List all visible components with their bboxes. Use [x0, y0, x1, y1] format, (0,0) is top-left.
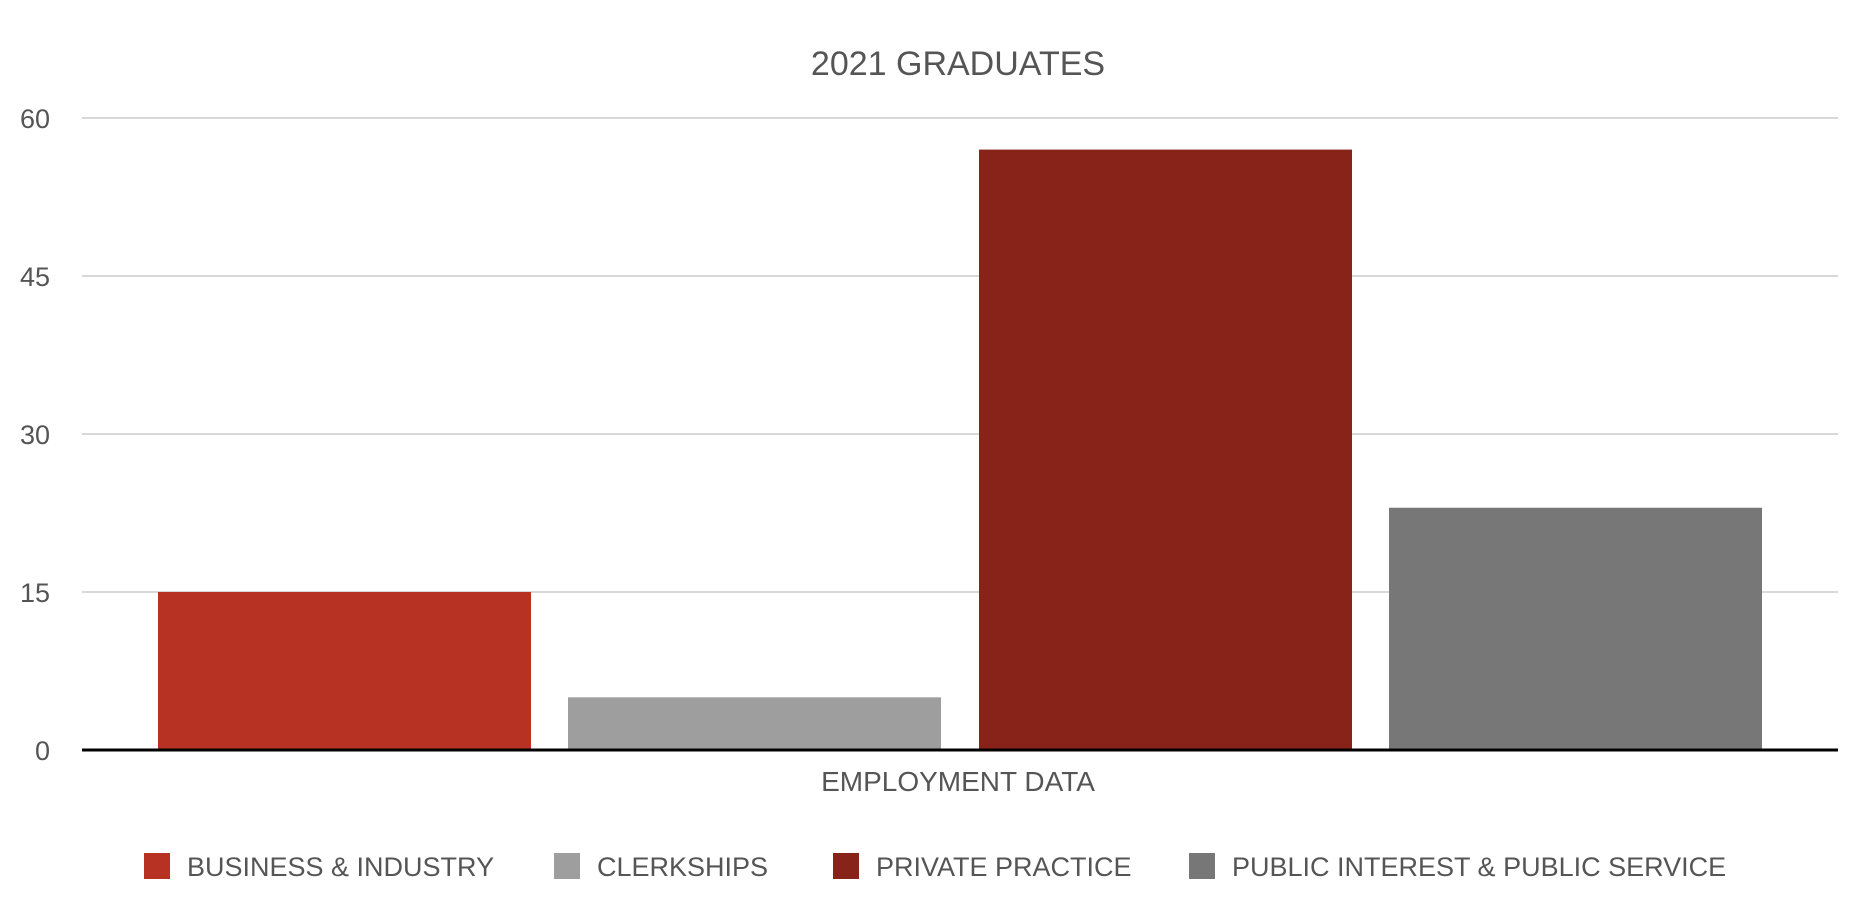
y-tick-label: 30: [20, 420, 50, 450]
legend: BUSINESS & INDUSTRY CLERKSHIPS PRIVATE PRA…: [144, 852, 1726, 882]
bar-clerkships: [568, 697, 941, 750]
y-tick-label: 15: [20, 578, 50, 608]
bars: [158, 149, 1762, 751]
bar-business-industry: [158, 592, 531, 750]
y-tick-label: 45: [20, 262, 50, 292]
legend-item: PRIVATE PRACTICE: [833, 852, 1132, 882]
y-axis-ticks: 0 15 30 45 60: [20, 104, 50, 766]
legend-item: CLERKSHIPS: [554, 852, 768, 882]
legend-item: PUBLIC INTEREST & PUBLIC SERVICE: [1189, 852, 1726, 882]
legend-swatch: [554, 853, 580, 879]
legend-swatch: [144, 853, 170, 879]
y-tick-label: 0: [35, 736, 50, 766]
bar-private-practice: [979, 149, 1352, 751]
x-axis-title: EMPLOYMENT DATA: [821, 766, 1095, 797]
legend-label: PUBLIC INTEREST & PUBLIC SERVICE: [1232, 852, 1726, 882]
chart-title: 2021 GRADUATES: [811, 45, 1105, 83]
legend-label: CLERKSHIPS: [597, 852, 768, 882]
legend-label: PRIVATE PRACTICE: [876, 852, 1132, 882]
legend-swatch: [833, 853, 859, 879]
legend-label: BUSINESS & INDUSTRY: [187, 852, 494, 882]
y-tick-label: 60: [20, 104, 50, 134]
legend-item: BUSINESS & INDUSTRY: [144, 852, 494, 882]
legend-swatch: [1189, 853, 1215, 879]
bar-public-interest-public-service: [1389, 507, 1762, 750]
